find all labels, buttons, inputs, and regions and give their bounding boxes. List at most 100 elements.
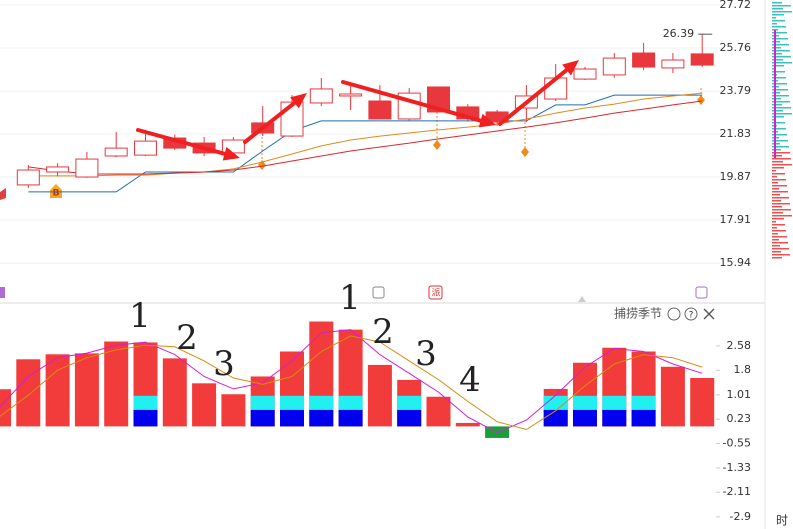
volume-profile bbox=[772, 29, 778, 31]
handwritten-note: 2 bbox=[176, 318, 198, 358]
help-glyph: ? bbox=[689, 311, 694, 321]
volume-profile bbox=[772, 212, 783, 214]
arrow-shaft bbox=[498, 68, 569, 126]
bar bbox=[690, 378, 715, 427]
volume-profile bbox=[772, 221, 776, 223]
settings-icon[interactable] bbox=[667, 307, 681, 321]
volume-profile bbox=[772, 23, 777, 25]
volume-profile bbox=[772, 236, 787, 238]
candle-body bbox=[104, 147, 128, 157]
y-tick-label: 1.01 bbox=[727, 388, 752, 401]
volume-profile bbox=[772, 122, 785, 124]
volume-profile bbox=[772, 209, 791, 211]
bar-segment bbox=[573, 395, 597, 410]
y-tick-label: 19.87 bbox=[720, 170, 752, 183]
bar bbox=[660, 366, 685, 427]
handwritten-note: 1 bbox=[129, 296, 151, 336]
handwritten-note: 1 bbox=[339, 278, 361, 318]
volume-profile bbox=[772, 2, 782, 4]
volume-profile bbox=[772, 71, 785, 73]
volume-profile bbox=[772, 230, 786, 232]
b-marker: B bbox=[53, 189, 60, 199]
volume-profile bbox=[772, 128, 786, 130]
volume-profile bbox=[772, 248, 789, 250]
volume-profile bbox=[772, 44, 789, 46]
y-tick-label: 15.94 bbox=[720, 256, 752, 269]
volume-profile bbox=[772, 32, 787, 34]
volume-profile bbox=[772, 197, 789, 199]
y-tick-label: -1.33 bbox=[723, 461, 751, 474]
volume-profile bbox=[772, 203, 790, 205]
bar-segment bbox=[133, 395, 158, 410]
handwritten-note: 3 bbox=[213, 344, 235, 384]
bar bbox=[74, 353, 99, 427]
bar bbox=[221, 394, 246, 427]
indicator-title: 捕捞季节 bbox=[614, 306, 662, 321]
volume-profile bbox=[772, 170, 776, 172]
candle-body bbox=[573, 68, 597, 80]
volume-profile bbox=[772, 107, 791, 109]
icon bbox=[578, 296, 586, 302]
bar bbox=[104, 341, 129, 427]
bar bbox=[162, 358, 187, 427]
high-label: 26.39 bbox=[663, 27, 695, 40]
bar bbox=[192, 383, 217, 427]
volume-profile bbox=[772, 47, 781, 49]
arrow-head bbox=[222, 147, 240, 161]
volume-profile bbox=[772, 59, 783, 61]
bar-segment bbox=[602, 409, 627, 427]
bar bbox=[426, 396, 451, 427]
volume-profile bbox=[772, 161, 783, 163]
candle-body bbox=[46, 166, 70, 173]
bar-segment bbox=[631, 409, 656, 427]
handwritten-note: 4 bbox=[459, 360, 481, 400]
volume-profile bbox=[772, 257, 782, 259]
volume-profile bbox=[772, 20, 785, 22]
volume-profile bbox=[772, 134, 787, 136]
bar-segment bbox=[280, 409, 304, 427]
volume-profile bbox=[772, 182, 778, 184]
candle-body bbox=[75, 158, 99, 178]
candle-body bbox=[632, 52, 656, 68]
volume-profile bbox=[772, 113, 792, 115]
volume-profile bbox=[772, 224, 785, 226]
bar-segment bbox=[338, 395, 363, 410]
help-icon[interactable] bbox=[684, 307, 698, 321]
y-tick-label: 27.72 bbox=[720, 0, 752, 11]
volume-profile bbox=[772, 242, 788, 244]
handwritten-note: 3 bbox=[415, 334, 437, 374]
bar-segment bbox=[280, 395, 304, 410]
volume-profile bbox=[772, 8, 783, 10]
indicator-line bbox=[0, 335, 703, 431]
candle-body bbox=[134, 140, 157, 156]
candle-body bbox=[602, 57, 626, 76]
bar-segment bbox=[543, 395, 568, 410]
volume-profile bbox=[772, 164, 792, 166]
volume-profile bbox=[772, 26, 786, 28]
icon bbox=[0, 287, 5, 298]
bar bbox=[367, 364, 392, 427]
handwritten-note: 2 bbox=[372, 312, 394, 352]
arrow-shaft bbox=[136, 128, 227, 156]
y-tick-label: 0.23 bbox=[727, 412, 752, 425]
decorations: ? bbox=[0, 0, 766, 529]
volume-profile bbox=[772, 239, 779, 241]
bar-segment bbox=[543, 409, 568, 427]
volume-profile bbox=[772, 38, 788, 40]
volume-profile bbox=[772, 227, 777, 229]
bar bbox=[0, 389, 11, 427]
bar-segment bbox=[397, 395, 422, 410]
arrow-shaft bbox=[243, 100, 297, 144]
volume-profile bbox=[772, 218, 784, 220]
volume-profile bbox=[772, 167, 784, 169]
volume-profile bbox=[772, 200, 781, 202]
close-icon[interactable] bbox=[703, 308, 715, 320]
bar-segment bbox=[250, 395, 275, 410]
bar bbox=[16, 359, 41, 427]
indicator-line bbox=[28, 92, 703, 177]
volume-profile bbox=[772, 104, 782, 106]
y-tick-label: 17.91 bbox=[720, 213, 752, 226]
volume-profile bbox=[772, 14, 784, 16]
